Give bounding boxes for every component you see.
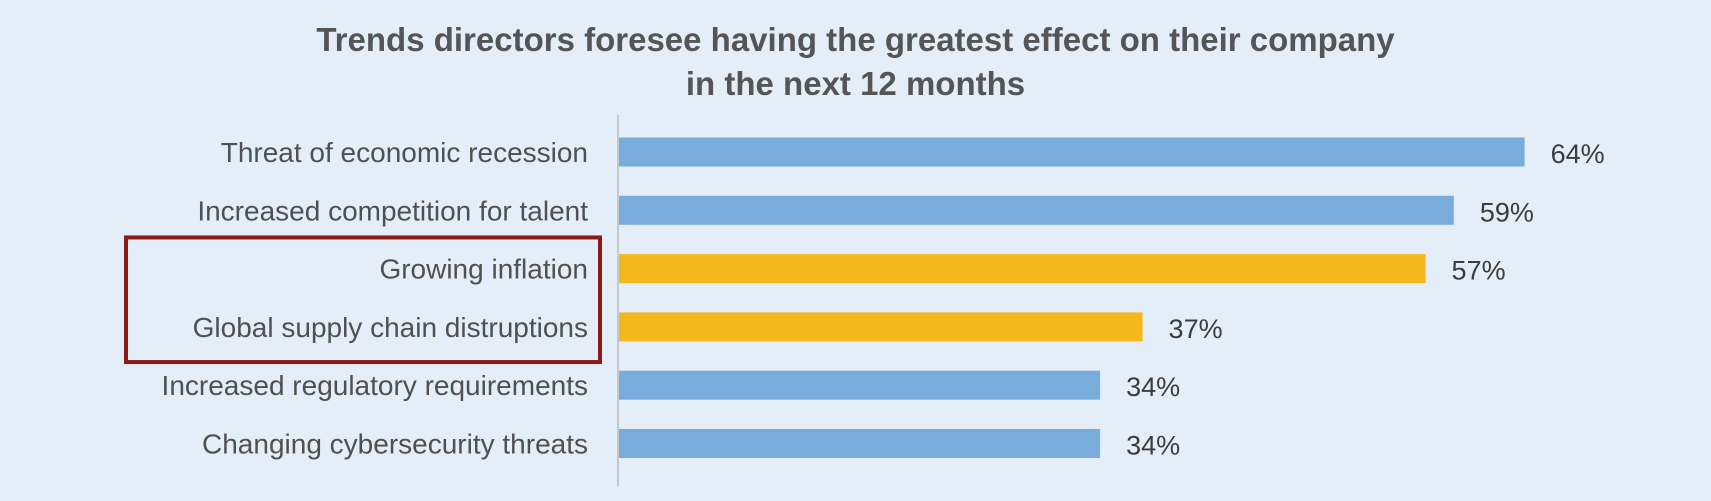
value-label: 34% <box>1126 372 1180 402</box>
bar-5 <box>619 370 1101 400</box>
chart-title-line2: in the next 12 months <box>685 65 1026 102</box>
bar-3 <box>619 254 1426 284</box>
category-label: Global supply chain distruptions <box>193 312 588 343</box>
value-label: 57% <box>1452 256 1506 286</box>
category-label: Increased regulatory requirements <box>162 370 588 401</box>
highlight-box <box>124 235 602 365</box>
category-label: Growing inflation <box>379 254 588 285</box>
value-label: 34% <box>1126 431 1180 461</box>
bar-2 <box>619 195 1454 225</box>
category-label: Changing cybersecurity threats <box>202 429 588 460</box>
chart-title-line1: Trends directors foresee having the grea… <box>316 21 1395 58</box>
bar-6 <box>619 429 1101 458</box>
category-label: Increased competition for talent <box>197 195 588 226</box>
value-label: 59% <box>1480 197 1534 227</box>
bar-4 <box>619 312 1143 342</box>
value-label: 64% <box>1551 139 1605 169</box>
chart-title: Trends directors foresee having the grea… <box>0 18 1711 106</box>
category-label: Threat of economic recession <box>221 137 588 168</box>
value-label: 37% <box>1169 314 1223 344</box>
bar-1 <box>619 137 1525 167</box>
